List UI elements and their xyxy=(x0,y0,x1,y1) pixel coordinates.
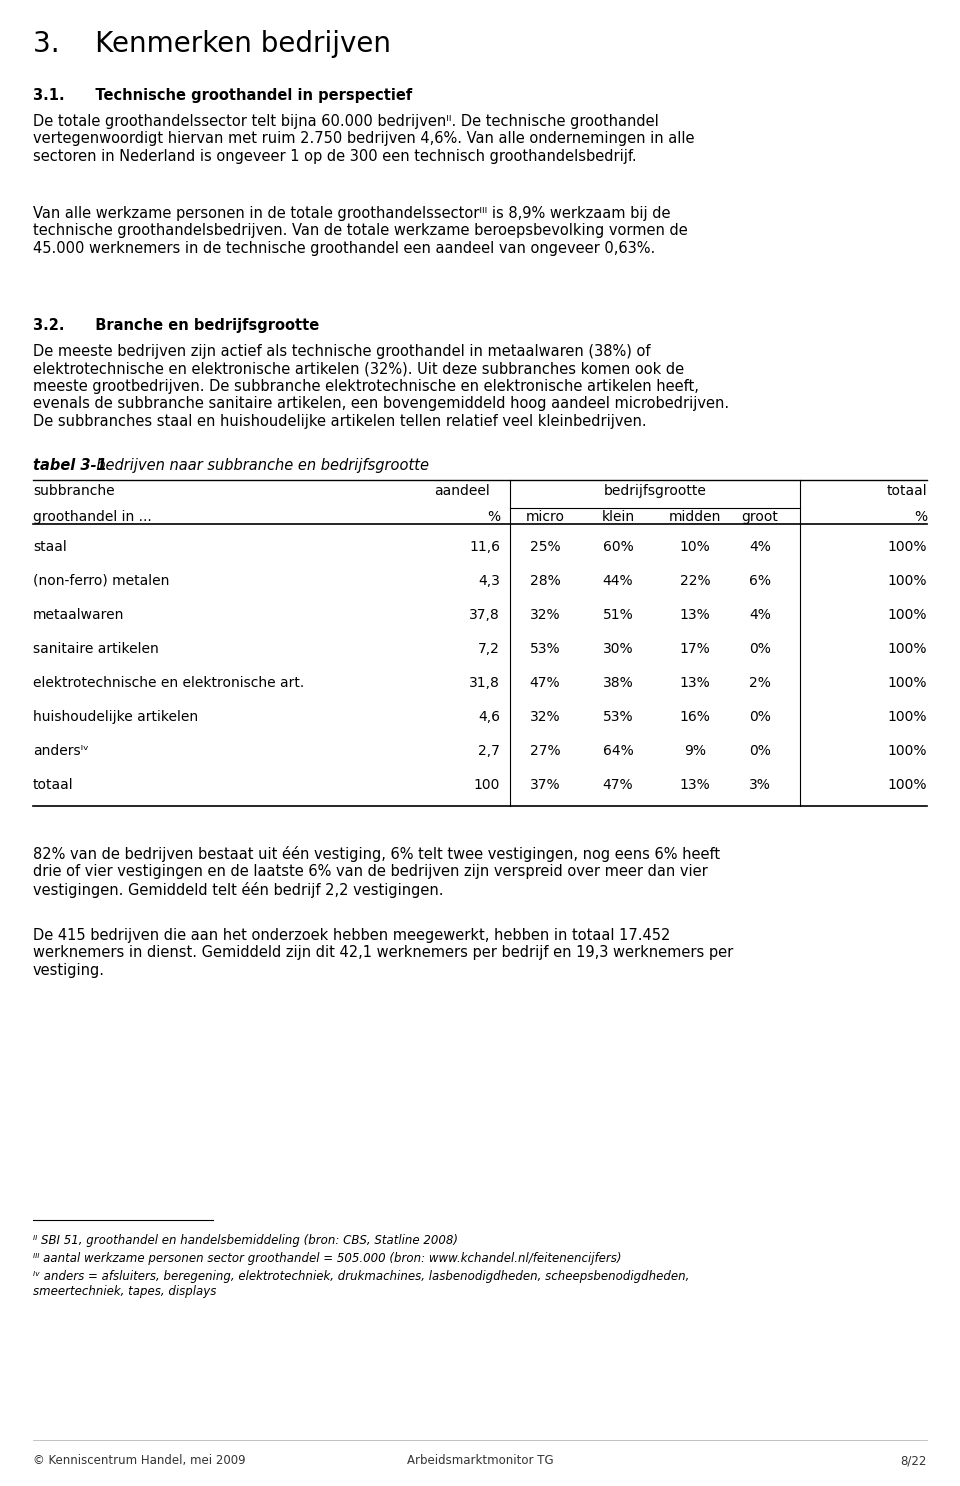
Text: 32%: 32% xyxy=(530,608,561,623)
Text: 100%: 100% xyxy=(887,539,927,554)
Text: (non-ferro) metalen: (non-ferro) metalen xyxy=(33,574,169,588)
Text: %: % xyxy=(487,510,500,525)
Text: 30%: 30% xyxy=(603,642,634,655)
Text: staal: staal xyxy=(33,539,67,554)
Text: 0%: 0% xyxy=(749,744,771,758)
Text: 53%: 53% xyxy=(603,710,634,724)
Text: 37%: 37% xyxy=(530,779,561,792)
Text: 60%: 60% xyxy=(603,539,634,554)
Text: ᴵᵛ anders = afsluiters, beregening, elektrotechniek, drukmachines, lasbenodigdhe: ᴵᵛ anders = afsluiters, beregening, elek… xyxy=(33,1271,689,1297)
Text: 28%: 28% xyxy=(530,574,561,588)
Text: 2,7: 2,7 xyxy=(478,744,500,758)
Text: 53%: 53% xyxy=(530,642,561,655)
Text: bedrijven naar subbranche en bedrijfsgrootte: bedrijven naar subbranche en bedrijfsgro… xyxy=(87,458,429,473)
Text: 47%: 47% xyxy=(530,676,561,690)
Text: 82% van de bedrijven bestaat uit één vestiging, 6% telt twee vestigingen, nog ee: 82% van de bedrijven bestaat uit één ves… xyxy=(33,846,720,898)
Text: De meeste bedrijven zijn actief als technische groothandel in metaalwaren (38%) : De meeste bedrijven zijn actief als tech… xyxy=(33,343,730,428)
Text: De totale groothandelssector telt bijna 60.000 bedrijvenᴵᴵ. De technische grooth: De totale groothandelssector telt bijna … xyxy=(33,114,694,163)
Text: 22%: 22% xyxy=(680,574,710,588)
Text: 2%: 2% xyxy=(749,676,771,690)
Text: 31,8: 31,8 xyxy=(469,676,500,690)
Text: De 415 bedrijven die aan het onderzoek hebben meegewerkt, hebben in totaal 17.45: De 415 bedrijven die aan het onderzoek h… xyxy=(33,927,733,978)
Text: 13%: 13% xyxy=(680,779,710,792)
Text: 3%: 3% xyxy=(749,779,771,792)
Text: huishoudelijke artikelen: huishoudelijke artikelen xyxy=(33,710,198,724)
Text: 51%: 51% xyxy=(603,608,634,623)
Text: 100%: 100% xyxy=(887,676,927,690)
Text: 4%: 4% xyxy=(749,539,771,554)
Text: 100%: 100% xyxy=(887,574,927,588)
Text: 100%: 100% xyxy=(887,779,927,792)
Text: 6%: 6% xyxy=(749,574,771,588)
Text: 44%: 44% xyxy=(603,574,634,588)
Text: 64%: 64% xyxy=(603,744,634,758)
Text: 47%: 47% xyxy=(603,779,634,792)
Text: 27%: 27% xyxy=(530,744,561,758)
Text: groothandel in ...: groothandel in ... xyxy=(33,510,152,525)
Text: 4,6: 4,6 xyxy=(478,710,500,724)
Text: 13%: 13% xyxy=(680,676,710,690)
Text: subbranche: subbranche xyxy=(33,484,114,498)
Text: Van alle werkzame personen in de totale groothandelssectorᴵᴵᴵ is 8,9% werkzaam b: Van alle werkzame personen in de totale … xyxy=(33,207,687,256)
Text: 100%: 100% xyxy=(887,642,927,655)
Text: Arbeidsmarktmonitor TG: Arbeidsmarktmonitor TG xyxy=(407,1453,553,1467)
Text: totaal: totaal xyxy=(33,779,74,792)
Text: 4,3: 4,3 xyxy=(478,574,500,588)
Text: 32%: 32% xyxy=(530,710,561,724)
Text: metaalwaren: metaalwaren xyxy=(33,608,125,623)
Text: 0%: 0% xyxy=(749,642,771,655)
Text: sanitaire artikelen: sanitaire artikelen xyxy=(33,642,158,655)
Text: %: % xyxy=(914,510,927,525)
Text: 100: 100 xyxy=(473,779,500,792)
Text: totaal: totaal xyxy=(886,484,927,498)
Text: 0%: 0% xyxy=(749,710,771,724)
Text: 9%: 9% xyxy=(684,744,706,758)
Text: 38%: 38% xyxy=(603,676,634,690)
Text: 8/22: 8/22 xyxy=(900,1453,927,1467)
Text: ᴵᴵᴵ aantal werkzame personen sector groothandel = 505.000 (bron: www.kchandel.nl: ᴵᴵᴵ aantal werkzame personen sector groo… xyxy=(33,1253,621,1265)
Text: 16%: 16% xyxy=(680,710,710,724)
Text: 25%: 25% xyxy=(530,539,561,554)
Text: 13%: 13% xyxy=(680,608,710,623)
Text: groot: groot xyxy=(741,510,779,525)
Text: ᴵᴵ SBI 51, groothandel en handelsbemiddeling (bron: CBS, Statline 2008): ᴵᴵ SBI 51, groothandel en handelsbemidde… xyxy=(33,1233,458,1247)
Text: 3.1.      Technische groothandel in perspectief: 3.1. Technische groothandel in perspecti… xyxy=(33,88,412,103)
Text: aandeel: aandeel xyxy=(434,484,490,498)
Text: 11,6: 11,6 xyxy=(469,539,500,554)
Text: micro: micro xyxy=(525,510,564,525)
Text: 3.2.      Branche en bedrijfsgrootte: 3.2. Branche en bedrijfsgrootte xyxy=(33,318,320,333)
Text: 4%: 4% xyxy=(749,608,771,623)
Text: © Kenniscentrum Handel, mei 2009: © Kenniscentrum Handel, mei 2009 xyxy=(33,1453,246,1467)
Text: midden: midden xyxy=(669,510,721,525)
Text: tabel 3-1: tabel 3-1 xyxy=(33,458,107,473)
Text: 100%: 100% xyxy=(887,710,927,724)
Text: 10%: 10% xyxy=(680,539,710,554)
Text: 37,8: 37,8 xyxy=(469,608,500,623)
Text: elektrotechnische en elektronische art.: elektrotechnische en elektronische art. xyxy=(33,676,304,690)
Text: klein: klein xyxy=(601,510,635,525)
Text: 100%: 100% xyxy=(887,608,927,623)
Text: 100%: 100% xyxy=(887,744,927,758)
Text: 17%: 17% xyxy=(680,642,710,655)
Text: 7,2: 7,2 xyxy=(478,642,500,655)
Text: bedrijfsgrootte: bedrijfsgrootte xyxy=(604,484,707,498)
Text: 3.    Kenmerken bedrijven: 3. Kenmerken bedrijven xyxy=(33,30,391,58)
Text: andersᴵᵛ: andersᴵᵛ xyxy=(33,744,89,758)
